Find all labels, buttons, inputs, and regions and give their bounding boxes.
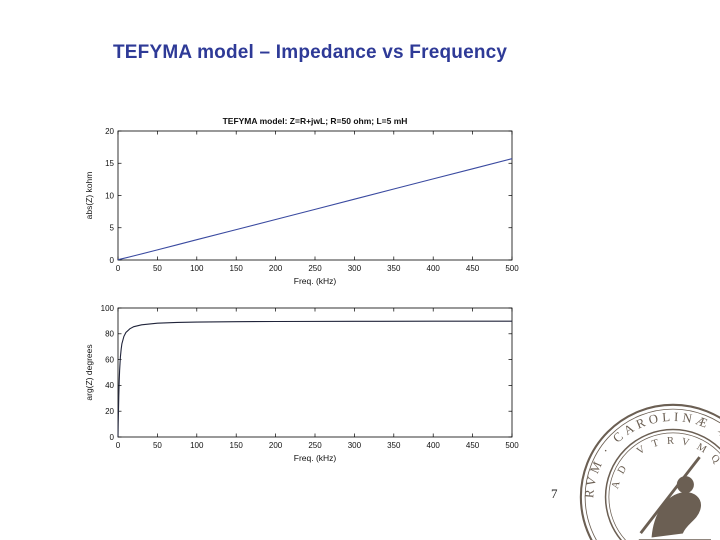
slide-title: TEFYMA model – Impedance vs Frequency	[113, 42, 508, 63]
x-tick-label: 100	[190, 264, 204, 273]
x-tick-label: 200	[269, 441, 283, 450]
x-tick-label: 300	[348, 441, 362, 450]
x-tick-label: 150	[230, 441, 244, 450]
y-tick-label: 10	[105, 191, 114, 200]
x-tick-label: 150	[230, 264, 244, 273]
x-tick-label: 200	[269, 264, 283, 273]
series-abs(Z)	[117, 158, 513, 261]
seal-middle-ring	[604, 428, 720, 540]
x-tick-label: 400	[427, 441, 441, 450]
y-tick-label: 100	[101, 304, 115, 313]
x-tick-label: 300	[348, 264, 362, 273]
page-number: 7	[551, 486, 558, 501]
impedance-magnitude-chart: 0 50 100 150 200 250 300 350 400 450 500 0 5 10 15 20 TE…	[84, 116, 519, 286]
x-tick-label: 100	[190, 441, 204, 450]
x-tick-label: 50	[153, 441, 162, 450]
y-tick-label: 20	[105, 127, 114, 136]
x-tick-label: 350	[387, 264, 401, 273]
impedance-phase-chart: 0 50 100 150 200 250 300 350 400 450 500 0 20 40 60 80 1…	[84, 304, 519, 463]
seal-outer-inner-ring	[584, 408, 720, 540]
y-tick-label: 15	[105, 159, 114, 168]
x-axis-label: Freq. (kHz)	[294, 453, 337, 463]
x-tick-label: 250	[308, 441, 322, 450]
x-tick-label: 450	[466, 264, 480, 273]
y-axis-label: arg(Z) degrees	[84, 344, 94, 400]
x-tick-label: 350	[387, 441, 401, 450]
x-axis-label: Freq. (kHz)	[294, 276, 337, 286]
y-axis-label: abs(Z) kohm	[84, 172, 94, 220]
x-tick-label: 500	[505, 441, 519, 450]
chart-title: TEFYMA model: Z=R+jwL; R=50 ohm; L=5 mH	[223, 116, 408, 126]
y-tick-label: 60	[105, 355, 114, 364]
series-arg(Z)	[117, 320, 512, 438]
university-seal-icon: RVM · CAROLINÆ ✶ SIGIL AD VTRVMQVE	[579, 403, 720, 540]
x-tick-label: 50	[153, 264, 162, 273]
x-tick-label: 450	[466, 441, 480, 450]
x-tick-label: 250	[308, 264, 322, 273]
plot-box	[117, 307, 513, 438]
x-tick-label: 0	[116, 264, 121, 273]
y-tick-label: 40	[105, 381, 114, 390]
x-tick-label: 400	[427, 264, 441, 273]
plot-box	[117, 130, 513, 261]
x-tick-label: 500	[505, 264, 519, 273]
y-tick-label: 20	[105, 407, 114, 416]
y-tick-label: 0	[110, 433, 115, 442]
seal-inner-ring	[608, 432, 720, 540]
y-tick-label: 80	[105, 330, 114, 339]
y-tick-label: 0	[110, 256, 115, 265]
seal-lion-figure	[638, 456, 711, 540]
x-tick-label: 0	[116, 441, 121, 450]
y-tick-label: 5	[110, 224, 115, 233]
